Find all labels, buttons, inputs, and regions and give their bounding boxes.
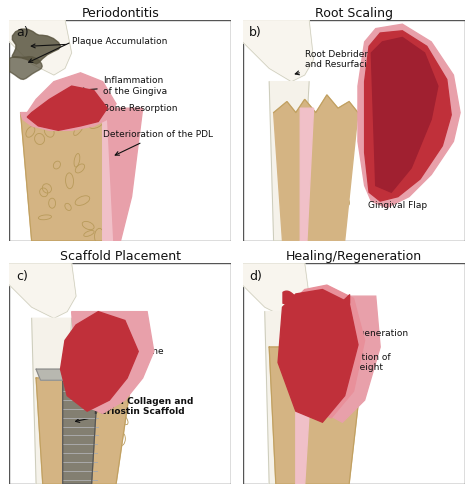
Text: Restoration of
Bone Height: Restoration of Bone Height [318,353,391,372]
Polygon shape [231,20,314,82]
Polygon shape [365,31,451,201]
Polygon shape [298,296,380,422]
Polygon shape [43,104,103,119]
Polygon shape [32,318,72,484]
Polygon shape [278,289,358,422]
Title: Healing/Regeneration: Healing/Regeneration [285,250,421,263]
Text: Gingival Flap: Gingival Flap [368,183,428,210]
Polygon shape [269,82,309,241]
Polygon shape [296,340,314,484]
Polygon shape [72,312,154,413]
Polygon shape [300,108,314,241]
Text: PDL Regeneration: PDL Regeneration [304,329,408,347]
Polygon shape [63,373,98,484]
Polygon shape [36,378,132,484]
Text: Deterioration of the PDL: Deterioration of the PDL [103,130,213,155]
Polygon shape [358,24,460,207]
Polygon shape [36,369,125,380]
Polygon shape [371,38,438,192]
Polygon shape [269,347,365,484]
Polygon shape [287,285,365,418]
Polygon shape [103,113,125,241]
Text: d): d) [249,270,262,283]
Text: Plaque Accumulation: Plaque Accumulation [31,38,167,48]
Text: c): c) [16,270,28,283]
Text: a): a) [16,26,29,40]
Text: Type I Collagen and
Periostin Scaffold: Type I Collagen and Periostin Scaffold [75,397,193,422]
Text: Inflammation
of the Gingiva: Inflammation of the Gingiva [80,77,167,96]
Text: b): b) [249,26,262,40]
Polygon shape [27,86,107,130]
Text: Root Debridement
and Resurfacing: Root Debridement and Resurfacing [295,50,388,75]
Title: Root Scaling: Root Scaling [315,7,392,20]
Title: Scaffold Placement: Scaffold Placement [60,250,181,263]
Polygon shape [231,263,309,318]
Title: Periodontitis: Periodontitis [82,7,159,20]
Text: Bone Resorption: Bone Resorption [80,104,177,113]
Polygon shape [0,263,76,318]
Polygon shape [107,108,143,241]
Polygon shape [273,95,358,113]
Polygon shape [12,29,61,64]
Polygon shape [4,57,42,80]
Text: GTR Membrane: GTR Membrane [80,347,164,372]
Polygon shape [265,312,305,484]
Polygon shape [273,113,358,241]
Polygon shape [20,113,116,241]
Polygon shape [20,73,116,130]
Polygon shape [0,20,72,75]
Polygon shape [61,312,138,411]
